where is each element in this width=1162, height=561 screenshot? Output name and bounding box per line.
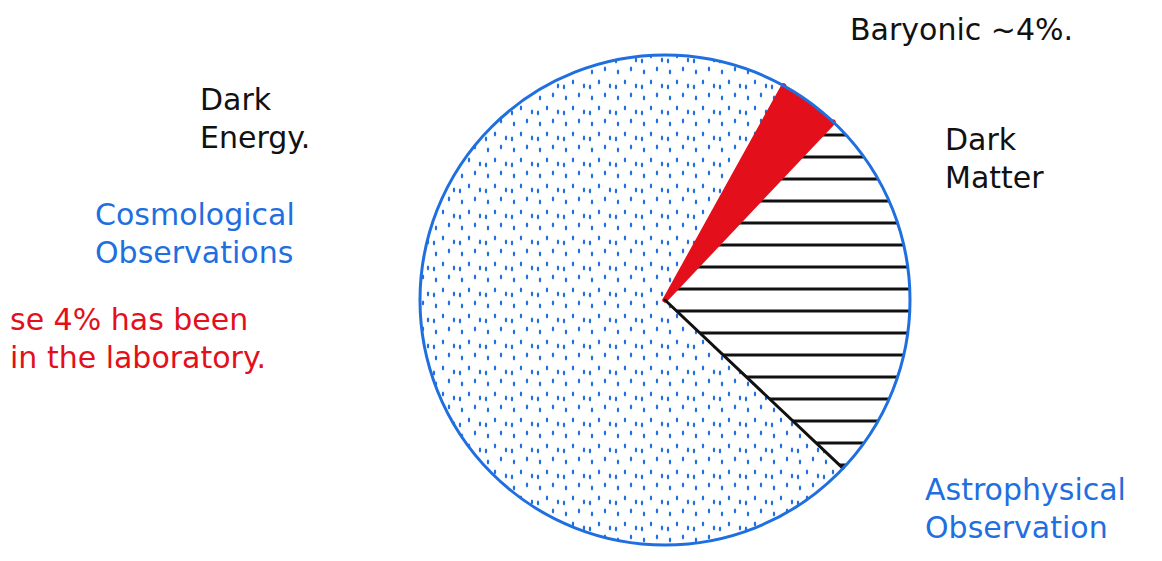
slice-label-line: Dark — [945, 122, 1017, 157]
slice-label-line: Matter — [945, 160, 1044, 195]
slice-edge — [665, 122, 833, 300]
diagram: Baryonic ~4%.DarkMatterDarkEnergy.Cosmol… — [0, 0, 1162, 561]
slice — [420, 55, 843, 545]
slice-label-line: Energy. — [200, 120, 310, 155]
slice-label: DarkEnergy. — [200, 82, 310, 155]
annotation: se 4% has beenin the laboratory. — [10, 302, 266, 375]
annotation-line: in the laboratory. — [10, 340, 266, 375]
pie — [420, 55, 910, 545]
annotation-line: se 4% has been — [10, 302, 248, 337]
slice-label: DarkMatter — [945, 122, 1044, 195]
slice-label: Baryonic ~4%. — [850, 12, 1073, 47]
annotation-line: Cosmological — [95, 197, 295, 232]
annotation-line: Observations — [95, 235, 293, 270]
pie-outline — [420, 55, 910, 545]
slice-label-line: Dark — [200, 82, 272, 117]
slice-edge — [665, 300, 843, 468]
annotation-line: Observation — [925, 510, 1108, 545]
annotation: AstrophysicalObservation — [925, 472, 1126, 545]
slice-label-line: Baryonic ~4%. — [850, 12, 1073, 47]
annotation: CosmologicalObservations — [95, 197, 295, 270]
annotation-line: Astrophysical — [925, 472, 1126, 507]
